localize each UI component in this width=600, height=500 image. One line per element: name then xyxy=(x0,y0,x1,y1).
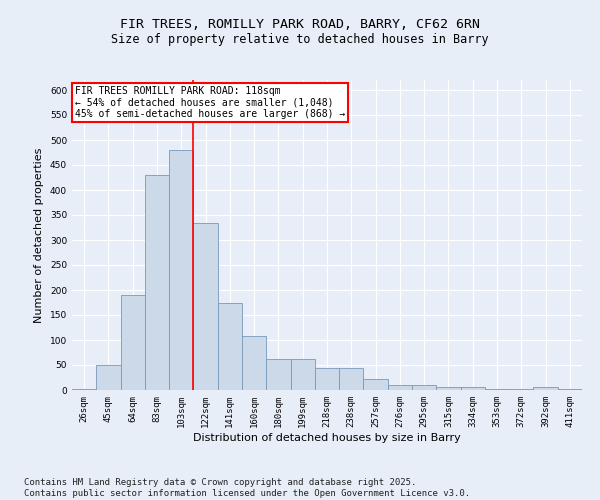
Bar xyxy=(315,368,339,390)
Bar xyxy=(388,385,412,390)
Bar xyxy=(193,222,218,390)
Y-axis label: Number of detached properties: Number of detached properties xyxy=(34,148,44,322)
Bar xyxy=(339,368,364,390)
X-axis label: Distribution of detached houses by size in Barry: Distribution of detached houses by size … xyxy=(193,432,461,442)
Bar xyxy=(72,389,96,390)
Bar xyxy=(412,385,436,390)
Text: FIR TREES ROMILLY PARK ROAD: 118sqm
← 54% of detached houses are smaller (1,048): FIR TREES ROMILLY PARK ROAD: 118sqm ← 54… xyxy=(74,86,345,120)
Bar xyxy=(485,388,509,390)
Bar xyxy=(169,150,193,390)
Bar xyxy=(290,359,315,390)
Bar xyxy=(558,389,582,390)
Bar xyxy=(533,387,558,390)
Text: Size of property relative to detached houses in Barry: Size of property relative to detached ho… xyxy=(111,32,489,46)
Bar xyxy=(364,379,388,390)
Bar xyxy=(121,295,145,390)
Bar xyxy=(242,336,266,390)
Bar xyxy=(461,386,485,390)
Bar xyxy=(145,175,169,390)
Text: Contains HM Land Registry data © Crown copyright and database right 2025.
Contai: Contains HM Land Registry data © Crown c… xyxy=(24,478,470,498)
Bar xyxy=(509,389,533,390)
Bar xyxy=(96,365,121,390)
Bar xyxy=(436,386,461,390)
Bar xyxy=(266,359,290,390)
Text: FIR TREES, ROMILLY PARK ROAD, BARRY, CF62 6RN: FIR TREES, ROMILLY PARK ROAD, BARRY, CF6… xyxy=(120,18,480,30)
Bar xyxy=(218,302,242,390)
